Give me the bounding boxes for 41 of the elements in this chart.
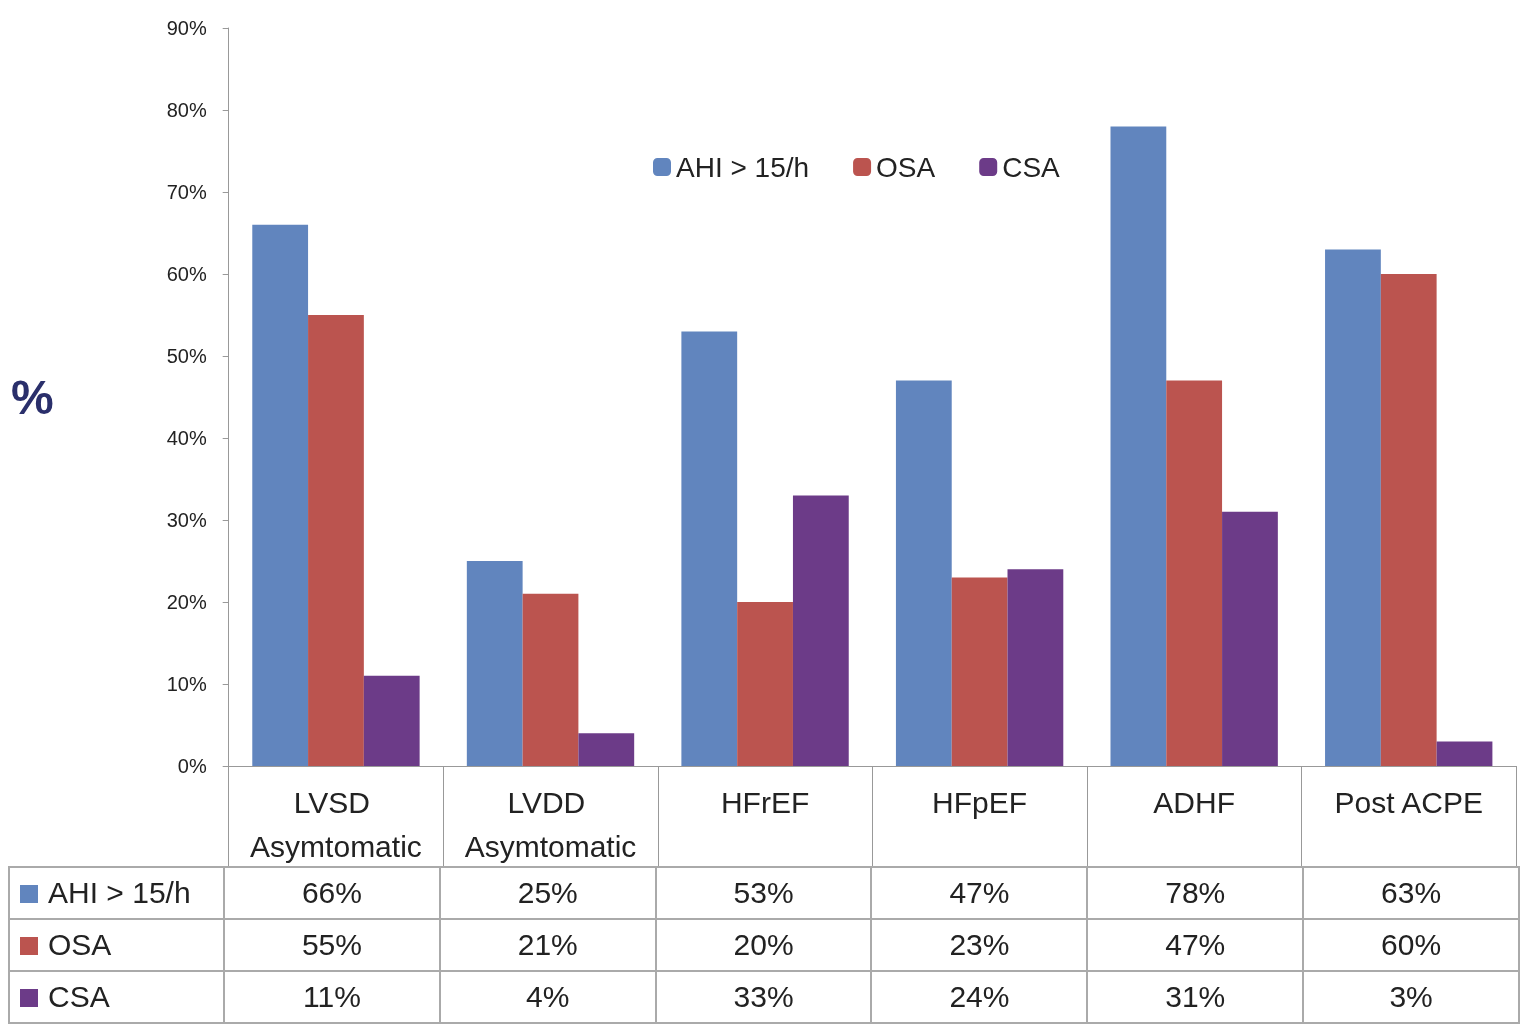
legend-label: CSA xyxy=(1002,151,1061,183)
x-tick-label: Post ACPE xyxy=(1334,785,1483,819)
text: CSA xyxy=(48,980,110,1013)
y-tick-label: 20% xyxy=(166,591,207,613)
text: AHI > 15/h xyxy=(48,876,191,909)
data-label: 20% xyxy=(655,919,872,971)
text: OSA xyxy=(48,928,112,961)
legend-label: AHI > 15/h xyxy=(676,151,810,183)
x-tick-label: HFrEF xyxy=(720,785,810,819)
data-label: 24% xyxy=(871,971,1088,1023)
x-tick-label: ADHF xyxy=(1153,785,1236,819)
data-label: 31% xyxy=(1087,971,1304,1023)
data-label: 47% xyxy=(1087,919,1304,971)
data-label: 11% xyxy=(224,971,440,1023)
y-tick-label: 90% xyxy=(166,17,207,39)
data-label: 47% xyxy=(871,867,1088,919)
data-label: 25% xyxy=(439,867,656,919)
y-tick-label: 30% xyxy=(166,509,207,531)
y-tick-label: 10% xyxy=(166,673,207,695)
data-label: 3% xyxy=(1303,971,1519,1023)
y-tick-label: 80% xyxy=(166,99,207,121)
data-label: 63% xyxy=(1303,867,1519,919)
legend-label: OSA xyxy=(876,151,936,183)
data-label: 55% xyxy=(224,919,440,971)
y-tick-label: 50% xyxy=(166,345,207,367)
data-label: 33% xyxy=(655,971,872,1023)
x-tick-label: LVSD Asymtomatic xyxy=(250,785,422,863)
data-label: 21% xyxy=(439,919,656,971)
data-label: 4% xyxy=(439,971,656,1023)
y-tick-label: 40% xyxy=(166,427,207,449)
data-label: 23% xyxy=(871,919,1088,971)
data-label: 66% xyxy=(224,867,440,919)
y-axis-title: % xyxy=(10,370,54,424)
x-tick-label: LVDD Asymtomatic xyxy=(464,785,637,863)
y-tick-label: 70% xyxy=(166,181,207,203)
data-label: 53% xyxy=(655,867,872,919)
data-label: 60% xyxy=(1303,919,1519,971)
y-tick-label: 60% xyxy=(166,263,207,285)
data-label: 78% xyxy=(1087,867,1304,919)
y-tick-label: 0% xyxy=(177,755,207,777)
x-tick-label: HFpEF xyxy=(932,785,1028,819)
